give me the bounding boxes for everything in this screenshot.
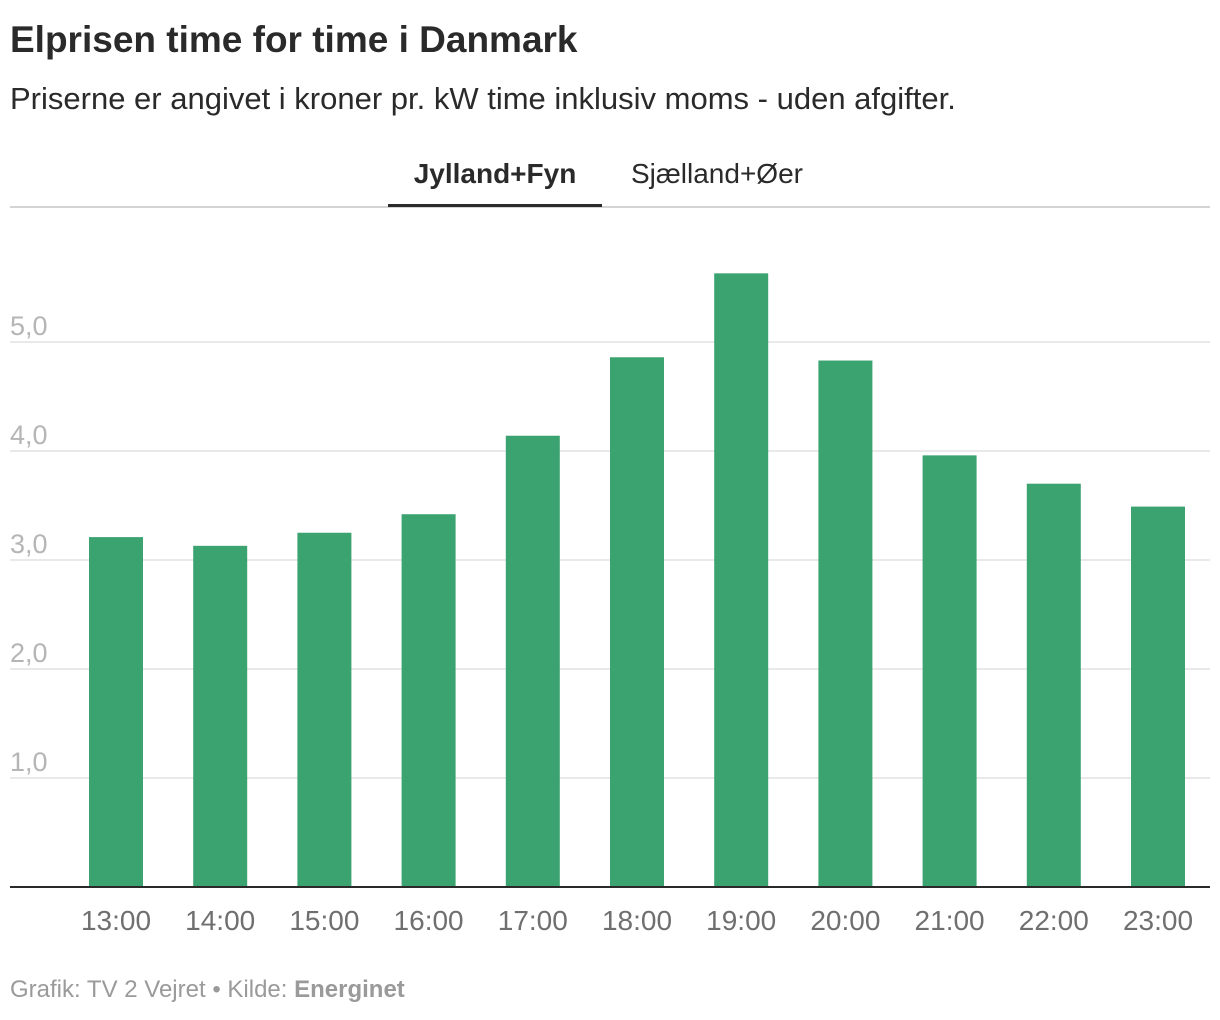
y-tick-label: 1,0 xyxy=(10,747,48,777)
region-tabs: Jylland+Fyn Sjælland+Øer xyxy=(10,148,1210,208)
bar-chart: 1,0 2,0 3,0 4,0 5,0 13:00 14:00 15:00 16:00 17:00… xyxy=(10,273,1210,936)
x-tick-label: 20:00 xyxy=(810,905,880,936)
y-tick-label: 4,0 xyxy=(10,420,48,450)
x-tick-label: 22:00 xyxy=(1019,905,1089,936)
x-tick-label: 18:00 xyxy=(602,905,672,936)
bar-1900 xyxy=(714,273,769,887)
x-tick-label: 17:00 xyxy=(498,905,568,936)
bar-1400 xyxy=(193,545,248,887)
chart-subtitle: Priserne er angivet i kroner pr. kW time… xyxy=(10,81,956,116)
bar-1800 xyxy=(610,357,664,887)
x-tick-label: 23:00 xyxy=(1123,905,1193,936)
y-tick-label: 2,0 xyxy=(10,638,48,668)
tab-sjaelland-oer[interactable]: Sjælland+Øer xyxy=(631,158,803,189)
tab-jylland-fyn[interactable]: Jylland+Fyn xyxy=(388,148,602,207)
x-tick-label: 13:00 xyxy=(81,905,151,936)
footer-source-link[interactable]: Energinet xyxy=(294,976,405,1003)
footer-kilde-label: Kilde: xyxy=(227,976,288,1003)
x-tick-label: 15:00 xyxy=(289,905,359,936)
x-tick-label: 19:00 xyxy=(706,905,776,936)
bar-1700 xyxy=(505,435,560,887)
footer-separator: • xyxy=(212,976,221,1003)
bar-2300 xyxy=(1131,506,1185,887)
x-tick-label: 21:00 xyxy=(915,905,985,936)
bar-1300 xyxy=(89,537,143,887)
x-tick-label: 16:00 xyxy=(394,905,464,936)
bar-2100 xyxy=(922,455,977,887)
y-tick-label: 5,0 xyxy=(10,311,48,341)
y-tick-label: 3,0 xyxy=(10,529,48,559)
bar-1600 xyxy=(401,514,456,887)
chart-title: Elprisen time for time i Danmark xyxy=(10,19,578,60)
bar-2000 xyxy=(818,360,873,887)
footer-grafik: Grafik: TV 2 Vejret xyxy=(10,976,206,1003)
bar-1500 xyxy=(297,532,352,887)
bar-2200 xyxy=(1026,483,1081,887)
footer-credits: Grafik: TV 2 Vejret • Kilde: Energinet xyxy=(10,976,405,1004)
x-tick-label: 14:00 xyxy=(185,905,255,936)
